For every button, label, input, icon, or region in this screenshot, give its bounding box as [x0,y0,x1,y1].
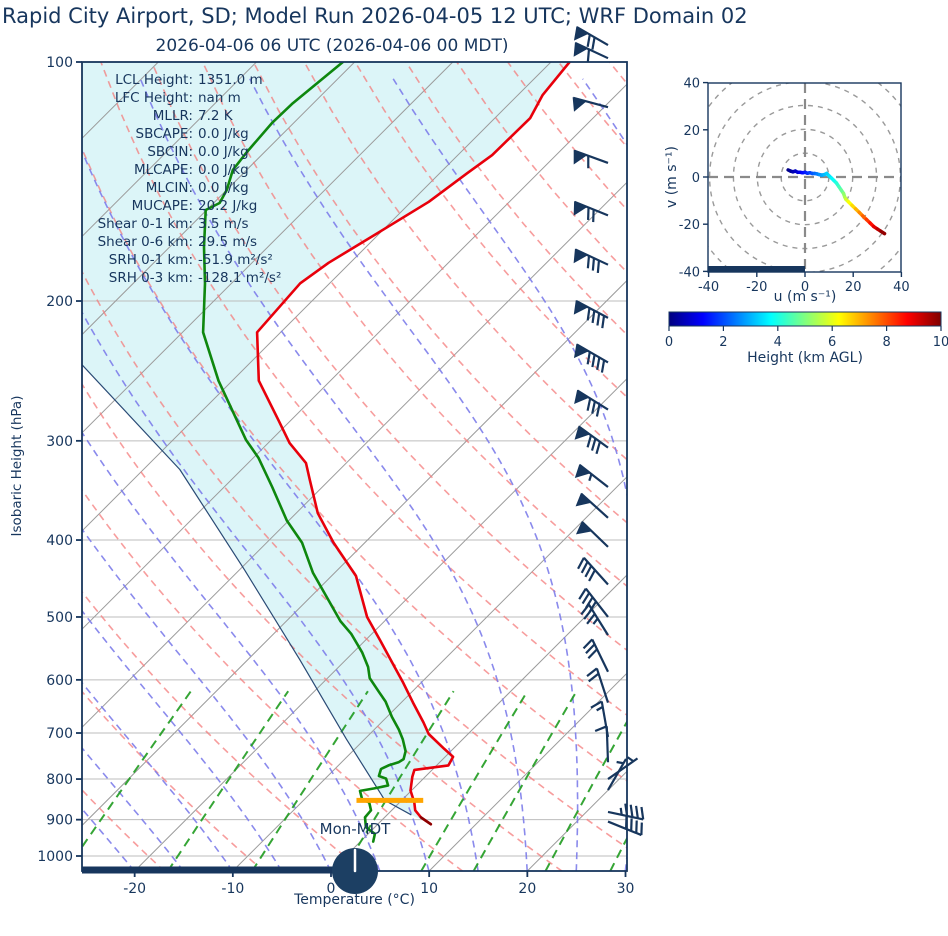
stat-label: SBCIN: [147,144,193,160]
hodograph-u-tick-label: 0 [801,280,809,295]
pressure-tick-label: 400 [46,533,73,549]
stat-value: 1351.0 m [198,72,263,88]
stat-label: Shear 0-1 km: [97,216,193,232]
hodograph-u-tick-label: -20 [746,280,767,295]
stat-label: SRH 0-3 km: [108,270,193,286]
hodograph-u-axis-label: u (m s⁻¹) [773,289,837,305]
colorbar-tick-label: 4 [774,335,782,350]
colorbar-tick-label: 8 [882,335,890,350]
pressure-tick-label: 1000 [37,849,73,865]
stat-label: SRH 0-1 km: [108,252,193,268]
stat-value: 0.0 J/kg [198,162,249,178]
stat-value: 0.0 J/kg [198,144,249,160]
hodograph-ground-bar [708,266,805,272]
temperature-tick-label: 0 [327,881,336,897]
temperature-tick-label: -10 [221,881,244,897]
pressure-tick-label: 700 [46,726,73,742]
stat-value: 20.2 J/kg [198,198,258,214]
temperature-tick-label: 20 [518,881,536,897]
dewpoint-curve [201,62,407,843]
stat-label: MUCAPE: [131,198,193,214]
clock-label: Mon-MDT [319,820,391,838]
colorbar-tick-label: 6 [828,335,836,350]
hodograph-v-axis-label: v (m s⁻¹) [664,145,680,209]
stat-value: 0.0 J/kg [198,180,249,196]
temperature-axis-label: Temperature (°C) [294,892,415,908]
colorbar-tick-label: 10 [933,335,948,350]
stat-value: -51.9 m²/s² [198,252,273,268]
stat-label: MLCAPE: [133,162,193,178]
stat-value: 7.2 K [198,108,233,124]
height-colorbar: 0 2 4 6 8 10 [665,311,948,350]
temperature-tick-label: -20 [123,881,146,897]
temperature-curve [255,62,571,826]
surface-ground-bar [82,866,333,874]
figure-title: Rapid City Airport, SD; Model Run 2026-0… [2,4,748,28]
pressure-tick-label: 500 [46,610,73,626]
hodograph-v-tick-label: 0 [692,171,700,186]
stat-value: 3.5 m/s [198,216,249,232]
hodograph-v-tick-label: 20 [683,124,700,139]
stat-label: LCL Height: [115,72,193,88]
stat-label: MLCIN: [145,180,193,196]
hodograph-u-tick-label: 40 [893,280,910,295]
stat-value: nan m [198,90,241,106]
pressure-tick-label: 100 [46,55,73,71]
stat-label: LFC Height: [114,90,193,106]
temperature-surface-tip [419,816,433,826]
hodograph-u-tick-label: -40 [698,280,719,295]
pressure-tick-label: 200 [46,294,73,310]
pressure-tick-label: 600 [46,673,73,689]
hodograph-panel: -40 -20 0 20 40 -40 -20 0 20 40 [679,77,910,295]
pressure-tick-label: 300 [46,434,73,450]
hodograph-v-tick-label: -40 [679,265,700,280]
pressure-tick-label: 900 [46,813,73,829]
valid-time-subtitle: 2026-04-06 06 UTC (2026-04-06 00 MDT) [155,36,509,56]
stat-value: -128.1 m²/s² [198,270,282,286]
stat-value: 29.5 m/s [198,234,258,250]
hodograph-v-tick-label: 40 [683,77,700,92]
stat-label: SBCAPE: [135,126,193,142]
sounding-stats-panel: LCL Height: 1351.0 m LFC Height: nan m MLLR:… [93,71,282,287]
pressure-axis-label: Isobaric Height (hPa) [9,395,25,537]
temperature-tick-label: 30 [617,881,635,897]
hodograph-trace [786,168,887,236]
colorbar-tick-label: 2 [719,335,727,350]
temperature-tick-label: 10 [420,881,438,897]
hodograph-u-tick-label: 20 [845,280,862,295]
parcel-profile-line [82,363,412,816]
colorbar-tick-label: 0 [665,335,673,350]
stat-label: Shear 0-6 km: [97,234,193,250]
hodograph-v-tick-label: -20 [679,218,700,233]
colorbar-label: Height (km AGL) [747,350,863,366]
sounding-profiles [82,62,571,843]
pressure-tick-label: 800 [46,772,73,788]
local-midnight-clock [332,848,378,894]
wind-barbs [572,26,645,837]
stat-value: 0.0 J/kg [198,126,249,142]
stat-label: MLLR: [152,108,193,124]
